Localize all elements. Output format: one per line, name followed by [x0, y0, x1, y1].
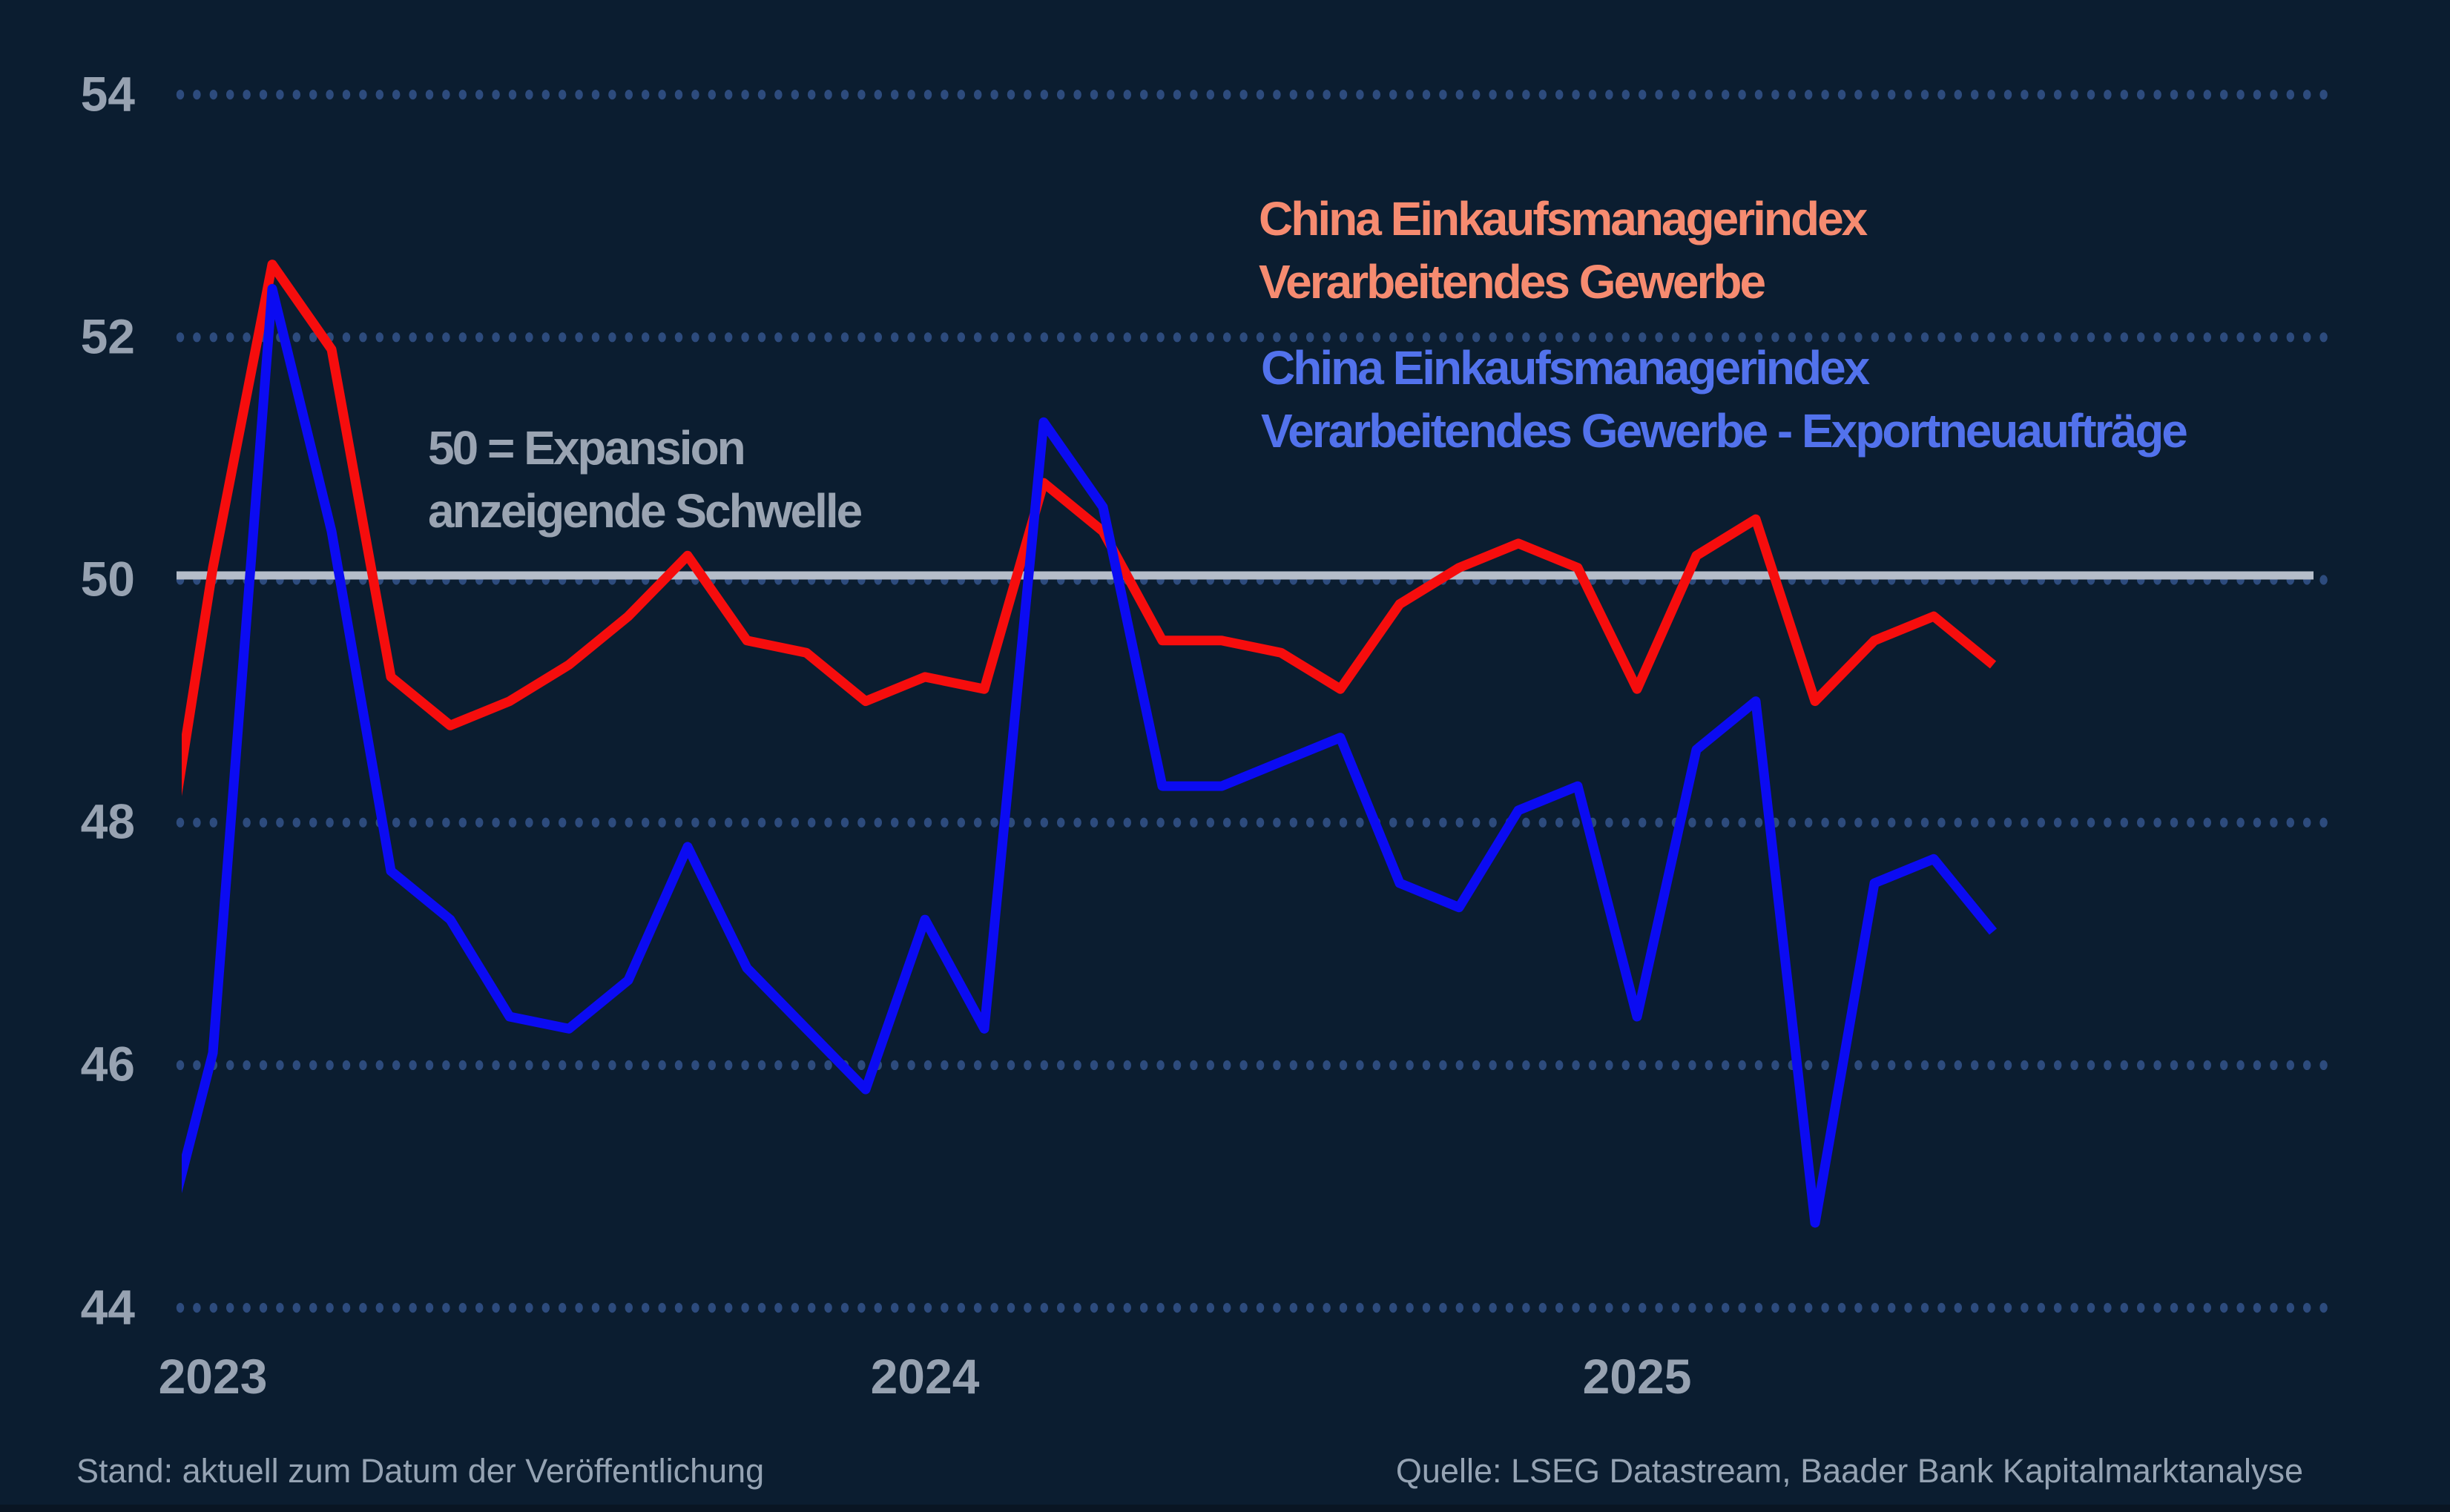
legend-red-line1: China Einkaufsmanagerindex — [1259, 192, 1868, 245]
legend-red-series: China Einkaufsmanagerindex Verarbeitende… — [1259, 188, 1868, 314]
series-pmi — [182, 260, 1997, 796]
x-tick-2023: 2023 — [158, 1349, 268, 1404]
footer-status-note: Stand: aktuell zum Datum der Veröffentli… — [76, 1452, 765, 1490]
threshold-annotation: 50 = Expansion anzeigende Schwelle — [428, 417, 863, 543]
series-export-orders — [182, 283, 1998, 1228]
x-tick-2024: 2024 — [870, 1349, 980, 1404]
y-tick-46: 46 — [80, 1036, 135, 1092]
y-tick-54: 54 — [80, 66, 135, 122]
y-tick-44: 44 — [80, 1279, 135, 1335]
legend-blue-line1: China Einkaufsmanagerindex — [1261, 341, 1870, 394]
x-tick-2025: 2025 — [1582, 1349, 1692, 1404]
legend-blue-line2: Verarbeitendes Gewerbe - Exportneuaufträ… — [1261, 404, 2188, 458]
y-tick-48: 48 — [80, 793, 135, 849]
threshold-annotation-line1: 50 = Expansion — [428, 421, 746, 475]
y-tick-50: 50 — [80, 551, 135, 607]
footer-source-note: Quelle: LSEG Datastream, Baader Bank Kap… — [1395, 1452, 2303, 1490]
legend-blue-series: China Einkaufsmanagerindex Verarbeitende… — [1261, 337, 2188, 463]
y-tick-52: 52 — [80, 308, 135, 364]
legend-red-line2: Verarbeitendes Gewerbe — [1259, 255, 1766, 308]
bottom-edge-bar — [0, 1505, 2450, 1512]
threshold-annotation-line2: anzeigende Schwelle — [428, 484, 863, 538]
dotted-gridlines — [176, 90, 2328, 1313]
